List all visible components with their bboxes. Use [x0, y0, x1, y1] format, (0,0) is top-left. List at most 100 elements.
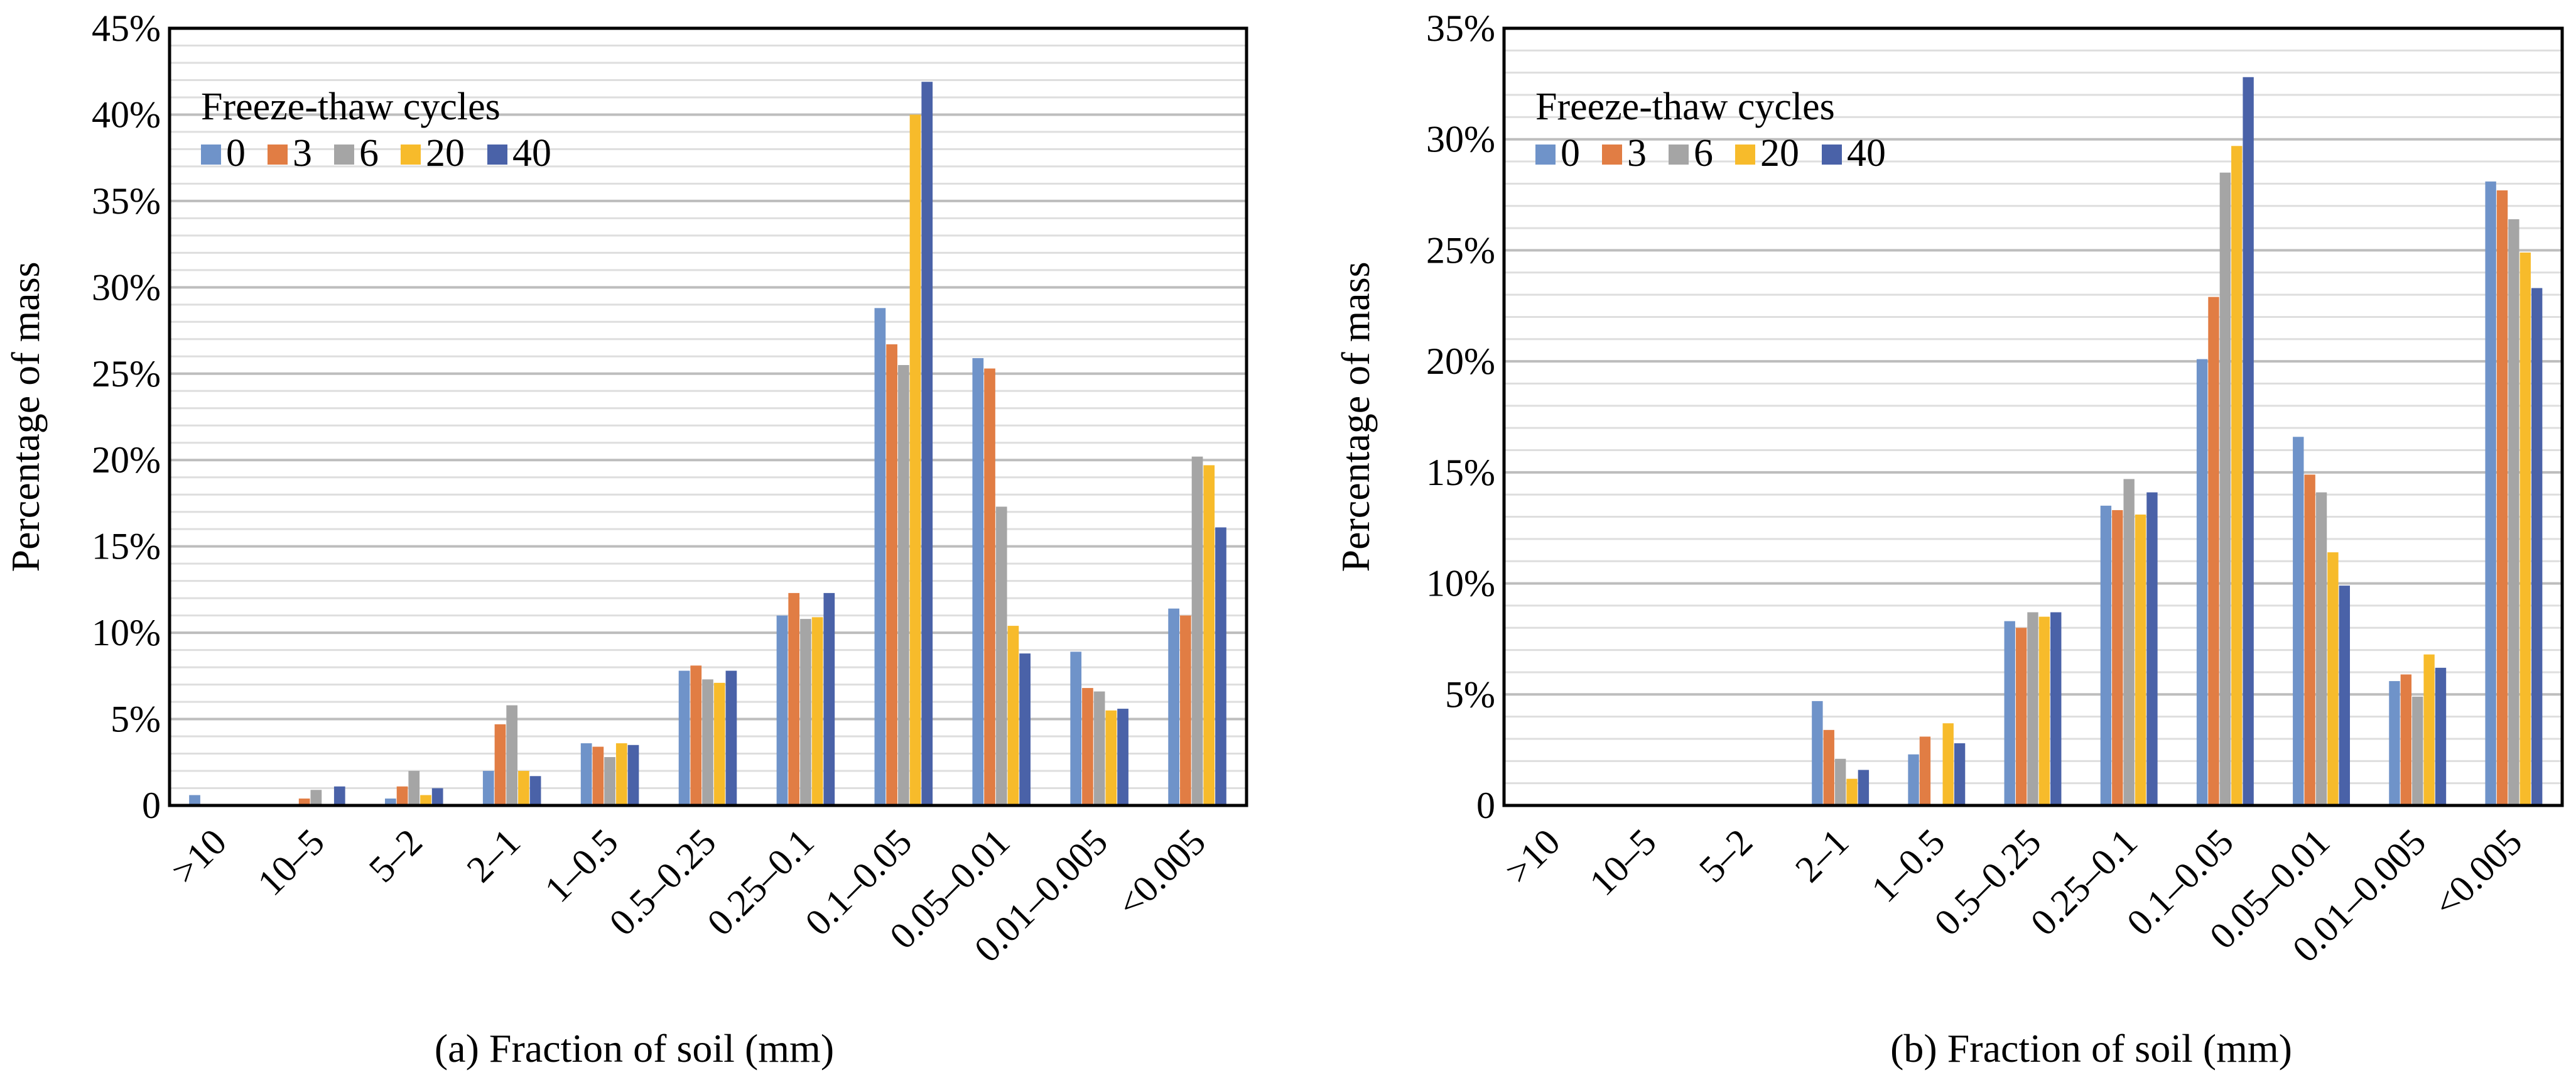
- bar-cycle-6-11: [1191, 456, 1203, 805]
- bar-cycle-3-5: [1919, 736, 1931, 805]
- bar-cycle-20-5: [615, 743, 627, 805]
- legend-swatch-40: [1822, 145, 1842, 165]
- y-tick-label: 15%: [1426, 452, 1495, 493]
- bar-cycle-40-8: [921, 82, 933, 805]
- bar-cycle-20-6: [2038, 616, 2050, 805]
- bar-cycle-40-2: [333, 786, 345, 805]
- bar-cycle-20-7: [2135, 515, 2146, 805]
- bar-cycle-20-8: [909, 114, 921, 805]
- plot-frame: [168, 26, 1248, 807]
- legend-swatch-20: [401, 145, 421, 165]
- bar-cycle-40-4: [1858, 770, 1870, 805]
- y-tick-label: 30%: [1426, 119, 1495, 160]
- bar-cycle-40-4: [529, 776, 541, 805]
- bar-cycle-40-7: [2146, 492, 2158, 805]
- legend-swatch-40: [487, 145, 507, 165]
- bar-cycle-40-11: [1215, 527, 1226, 805]
- x-tick-label: 1–0.5: [537, 821, 626, 910]
- y-tick-label: 40%: [92, 94, 161, 135]
- bar-cycle-40-7: [823, 592, 835, 805]
- bar-cycle-6-5: [604, 757, 615, 805]
- legend-swatch-3: [1602, 145, 1622, 165]
- bar-cycle-0-3: [385, 799, 396, 805]
- bar-cycle-20-3: [420, 795, 431, 805]
- y-tick-label: 5%: [111, 699, 161, 740]
- x-tick-label: >10: [1497, 821, 1568, 892]
- bar-cycle-3-6: [690, 665, 702, 805]
- bar-cycle-3-10: [1082, 688, 1093, 805]
- x-tick-label: 5–2: [1691, 821, 1760, 890]
- x-tick-label: 5–2: [361, 821, 430, 890]
- bar-cycle-0-6: [678, 670, 690, 805]
- bar-cycle-20-10: [1105, 710, 1117, 805]
- legend-swatch-0: [201, 145, 221, 165]
- bar-cycle-20-5: [1942, 723, 1954, 805]
- legend-label-40: 40: [512, 132, 551, 175]
- bar-cycle-0-5: [1908, 754, 1919, 805]
- legend-swatch-20: [1735, 145, 1755, 165]
- x-tick-label: 2–1: [1787, 821, 1856, 890]
- x-tick-label: 0.5–0.25: [602, 821, 724, 944]
- bar-cycle-40-5: [1954, 743, 1966, 805]
- bar-cycle-40-3: [431, 788, 443, 805]
- bar-cycle-6-11: [2508, 219, 2519, 805]
- bar-cycle-6-4: [506, 705, 518, 805]
- bar-cycle-40-11: [2531, 288, 2543, 805]
- y-tick-label: 25%: [1426, 229, 1495, 271]
- bar-cycle-0-5: [580, 743, 592, 805]
- y-axis-label: Percentage of mass: [3, 261, 48, 572]
- chart-b: 0 5% 10% 15% 20% 25% 30% 35% Percentage of mass >…: [1333, 8, 2564, 1071]
- bar-cycle-40-10: [1117, 709, 1128, 805]
- bar-cycle-0-8: [874, 308, 886, 805]
- bar-cycle-3-5: [592, 746, 604, 805]
- legend-label-3: 3: [293, 132, 312, 175]
- bar-cycle-3-11: [1179, 615, 1191, 805]
- bar-cycle-3-10: [2400, 674, 2412, 805]
- bar-cycle-40-9: [1019, 653, 1031, 805]
- plot-frame: [1502, 26, 2564, 807]
- bar-cycle-20-9: [1007, 626, 1019, 805]
- bar-cycle-3-7: [788, 592, 800, 805]
- bar-cycle-6-6: [2027, 612, 2038, 805]
- legend-label-20: 20: [1760, 132, 1799, 175]
- y-tick-label: 35%: [1426, 8, 1495, 49]
- x-tick-label: <0.005: [2426, 821, 2530, 925]
- chart-a: 0 5% 10% 15% 20% 25% 30% 35% 40% 45% Percentage of…: [3, 8, 1248, 1071]
- bar-cycle-20-8: [2231, 146, 2243, 805]
- bar-cycle-3-4: [1823, 729, 1834, 805]
- bar-cycle-6-10: [1093, 691, 1105, 805]
- bar-cycle-20-4: [1846, 778, 1858, 805]
- x-tick-label: 10–5: [1581, 821, 1664, 904]
- y-tick-label: 25%: [92, 353, 161, 395]
- y-tick-label: 10%: [1426, 563, 1495, 604]
- bar-cycle-0-8: [2196, 359, 2208, 805]
- bar-cycle-40-8: [2243, 77, 2254, 806]
- y-tick-label: 15%: [92, 526, 161, 567]
- x-tick-label: 0.25–0.1: [2023, 821, 2145, 944]
- legend-title: Freeze-thaw cycles: [1535, 85, 1835, 128]
- x-tick-label: 2–1: [459, 821, 528, 890]
- x-tick-label: 0.25–0.1: [699, 821, 821, 944]
- legend-label-0: 0: [226, 132, 246, 175]
- legend-swatch-3: [268, 145, 288, 165]
- legend-label-6: 6: [1694, 132, 1713, 175]
- bar-cycle-20-11: [1203, 465, 1215, 805]
- bar-cycle-0-11: [1168, 608, 1179, 805]
- bar-cycle-0-6: [2004, 621, 2015, 805]
- chart-caption: (b) Fraction of soil (mm): [1890, 1026, 2292, 1071]
- legend-swatch-6: [334, 145, 354, 165]
- legend-swatch-6: [1669, 145, 1689, 165]
- bar-cycle-3-9: [984, 368, 995, 805]
- bar-cycle-20-6: [713, 682, 725, 805]
- bar-cycle-3-4: [494, 724, 506, 805]
- bar-cycle-20-7: [811, 617, 823, 805]
- legend-label-40: 40: [1847, 132, 1886, 175]
- y-tick-label: 30%: [92, 266, 161, 308]
- bar-cycle-3-6: [2015, 628, 2027, 805]
- bar-cycle-40-5: [627, 745, 639, 805]
- bar-cycle-6-9: [2315, 492, 2327, 805]
- legend-label-0: 0: [1561, 132, 1580, 175]
- bar-cycle-6-8: [897, 365, 909, 805]
